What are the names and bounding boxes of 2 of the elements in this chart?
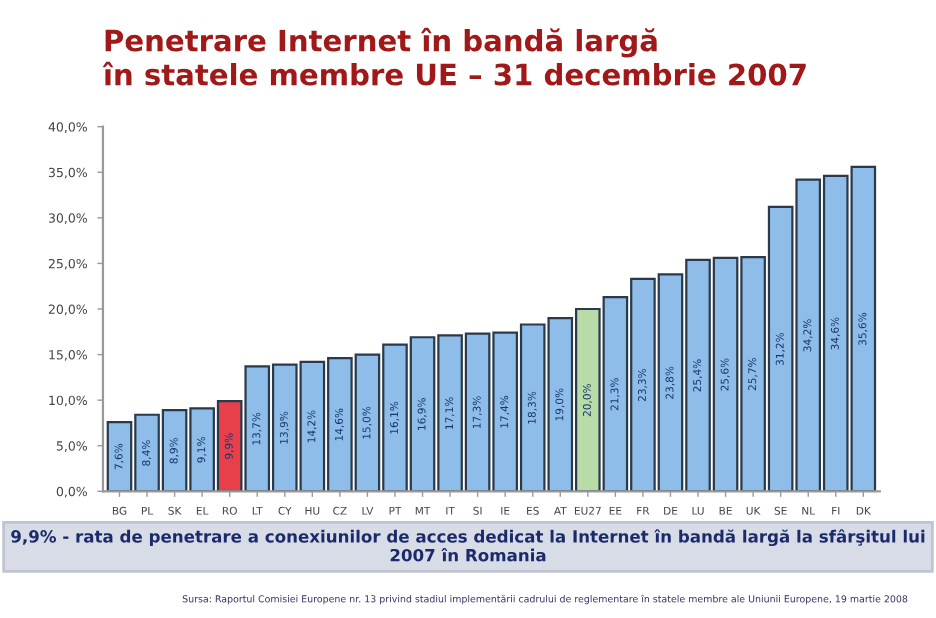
chart-title: Penetrare Internet în bandă largă în statele membre UE – 31 decembrie 2007 [102, 27, 806, 86]
text: 9,9% - rata de penetrare a conexiunilor de acces dedicat la Internet în bandă largă la sfârşitul lui 2007 în Romania [11, 529, 925, 562]
